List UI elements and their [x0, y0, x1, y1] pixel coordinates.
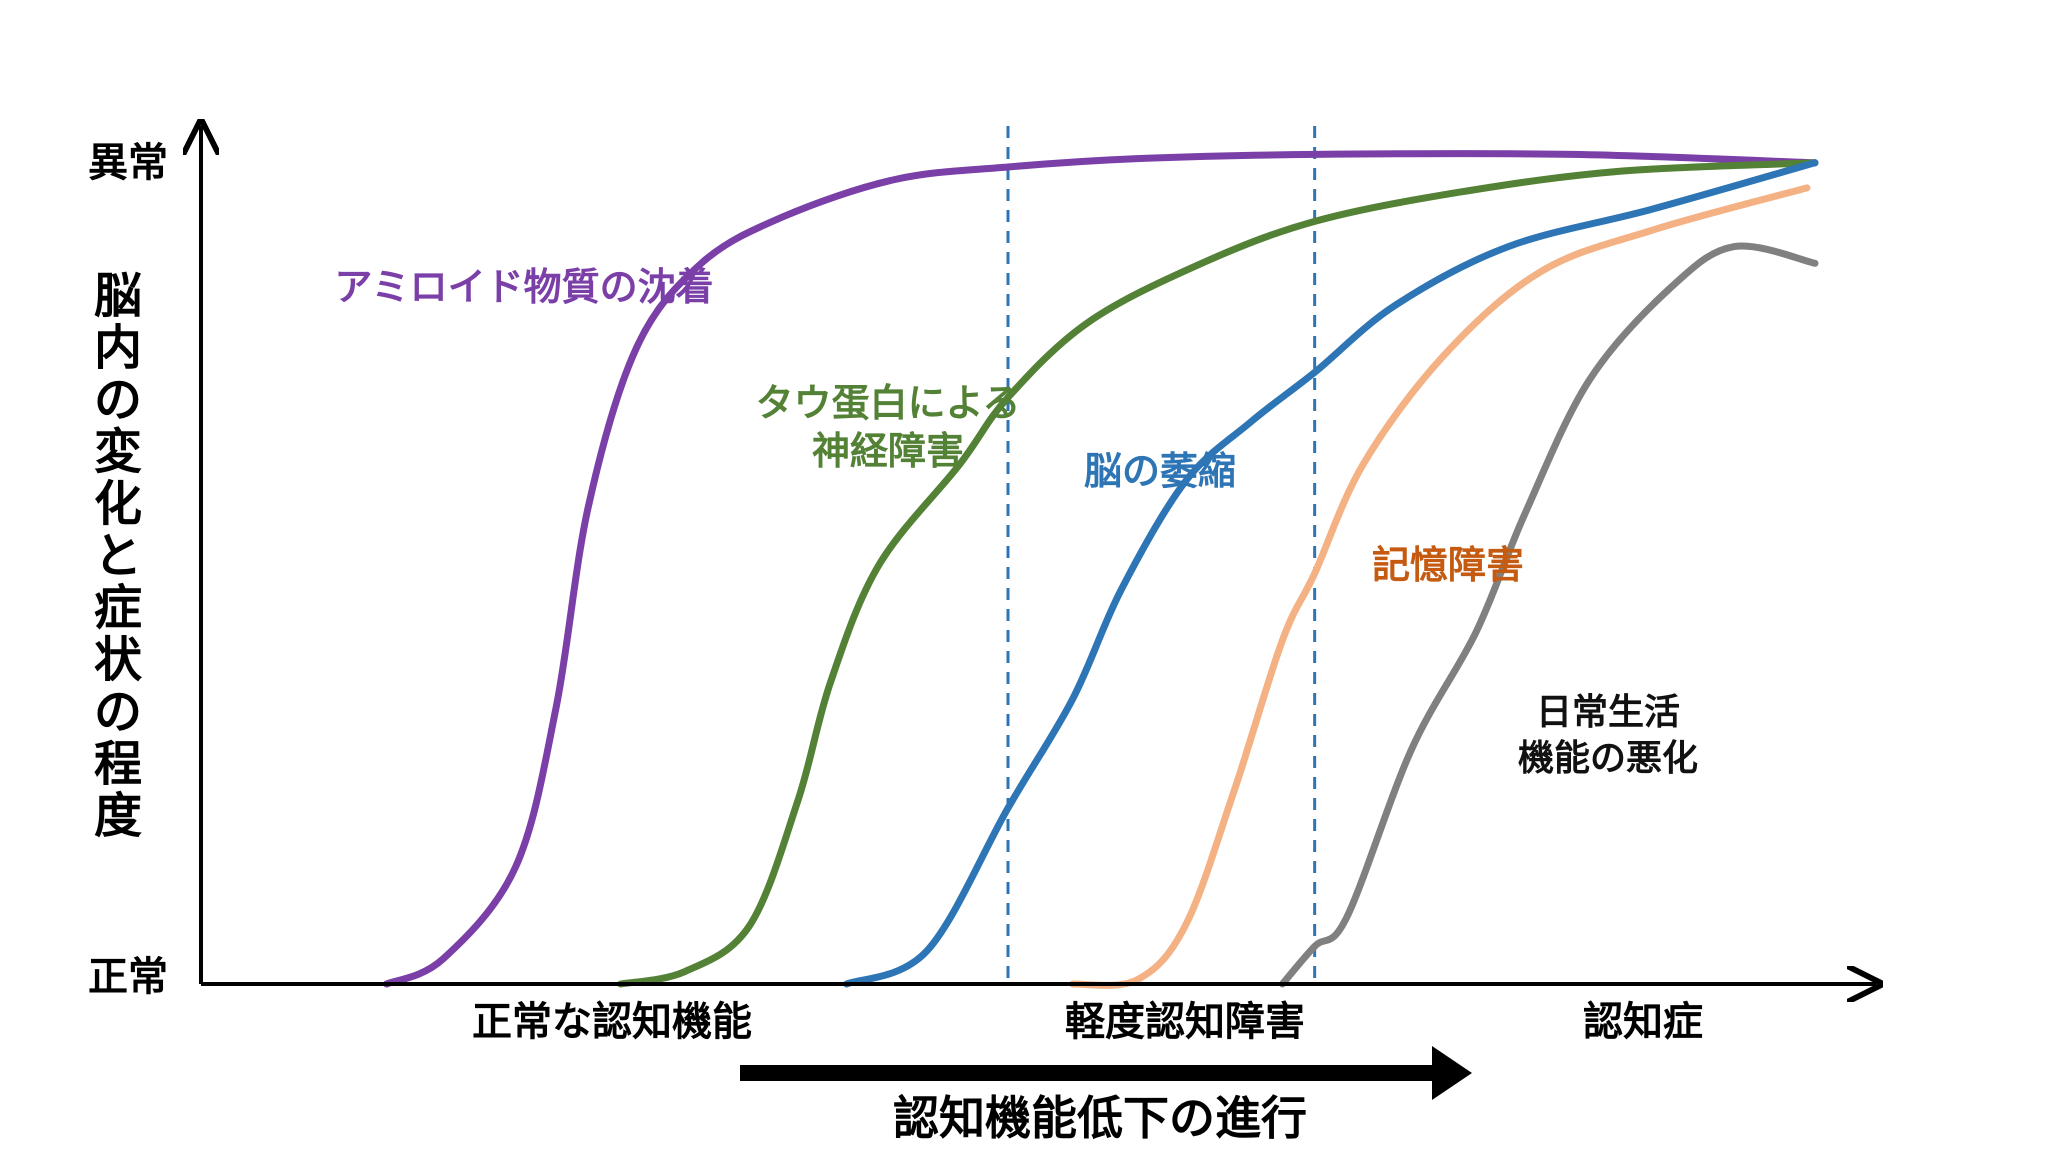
series-label-amyloid: アミロイド物質の沈着	[334, 265, 713, 309]
series-curves	[383, 150, 1819, 989]
series-line-tau	[617, 159, 1819, 988]
x-stage-label-normal: 正常な認知機能	[472, 999, 752, 1045]
y-tick-label-bottom: 正常	[88, 954, 168, 1000]
y-axis-label-char: 内	[94, 320, 142, 376]
y-axis-label-char: と	[94, 528, 142, 584]
y-axis-label-char: 程	[94, 736, 142, 792]
series-label-atrophy: 脳の萎縮	[1084, 449, 1236, 493]
y-axis-label-char: の	[94, 684, 142, 740]
x-stage-label-dementia: 認知症	[1583, 999, 1703, 1045]
x-stage-label-mci: 軽度認知障害	[1065, 999, 1305, 1045]
y-axis-label-char: の	[94, 372, 142, 428]
series-line-amyloid	[383, 150, 1819, 988]
y-axis-label-char: 度	[94, 788, 142, 844]
series-line-daily-function	[1278, 242, 1819, 988]
series-line-atrophy	[843, 159, 1819, 988]
y-axis-label-char: 化	[94, 476, 142, 532]
y-axis-label-char: 症	[94, 580, 142, 636]
progression-label: 認知機能低下の進行	[893, 1091, 1307, 1145]
y-axis-label-char: 状	[94, 632, 143, 688]
y-axis-label-char: 脳	[94, 268, 142, 324]
y-tick-label-top: 異常	[88, 140, 168, 186]
progression-arrow-head	[1432, 1046, 1472, 1100]
y-axis-label-char: 変	[94, 424, 142, 480]
series-label-daily-function-line-1: 日常生活	[1536, 692, 1680, 733]
series-label-tau-line-1: タウ蛋白による	[756, 381, 1021, 425]
series-label-memory: 記憶障害	[1372, 543, 1524, 587]
series-label-tau-line-2: 神経障害	[812, 429, 964, 473]
stage-boundaries	[1006, 126, 1317, 984]
series-label-daily-function-line-2: 機能の悪化	[1518, 738, 1698, 779]
series-line-memory	[1069, 184, 1811, 989]
